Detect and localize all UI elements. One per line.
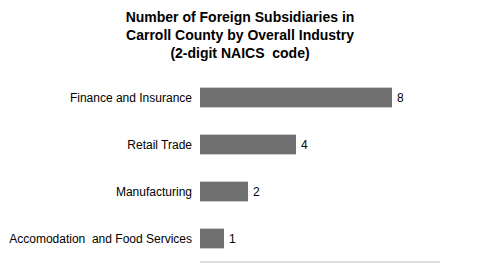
category-label: Retail Trade bbox=[127, 138, 192, 152]
bar bbox=[200, 135, 296, 155]
data-label: 8 bbox=[397, 91, 404, 105]
category-label: Manufacturing bbox=[116, 185, 192, 199]
bar bbox=[200, 229, 224, 249]
bars bbox=[200, 88, 392, 249]
data-label: 2 bbox=[253, 185, 260, 199]
data-label: 1 bbox=[229, 232, 236, 246]
bar bbox=[200, 88, 392, 108]
chart-title: Number of Foreign Subsidiaries in Carroll… bbox=[126, 9, 355, 61]
x-axis-line bbox=[200, 262, 440, 263]
title-line: Number of Foreign Subsidiaries in bbox=[126, 9, 355, 25]
category-label: Finance and Insurance bbox=[70, 91, 192, 105]
bar bbox=[200, 182, 248, 202]
chart-container: Number of Foreign Subsidiaries in Carroll… bbox=[0, 0, 480, 275]
category-label: Accomodation and Food Services bbox=[9, 232, 192, 246]
title-line: Carroll County by Overall Industry bbox=[126, 27, 354, 43]
title-line: (2-digit NAICS code) bbox=[170, 45, 309, 61]
chart-svg: Number of Foreign Subsidiaries in Carroll… bbox=[0, 0, 480, 275]
data-label: 4 bbox=[301, 138, 308, 152]
